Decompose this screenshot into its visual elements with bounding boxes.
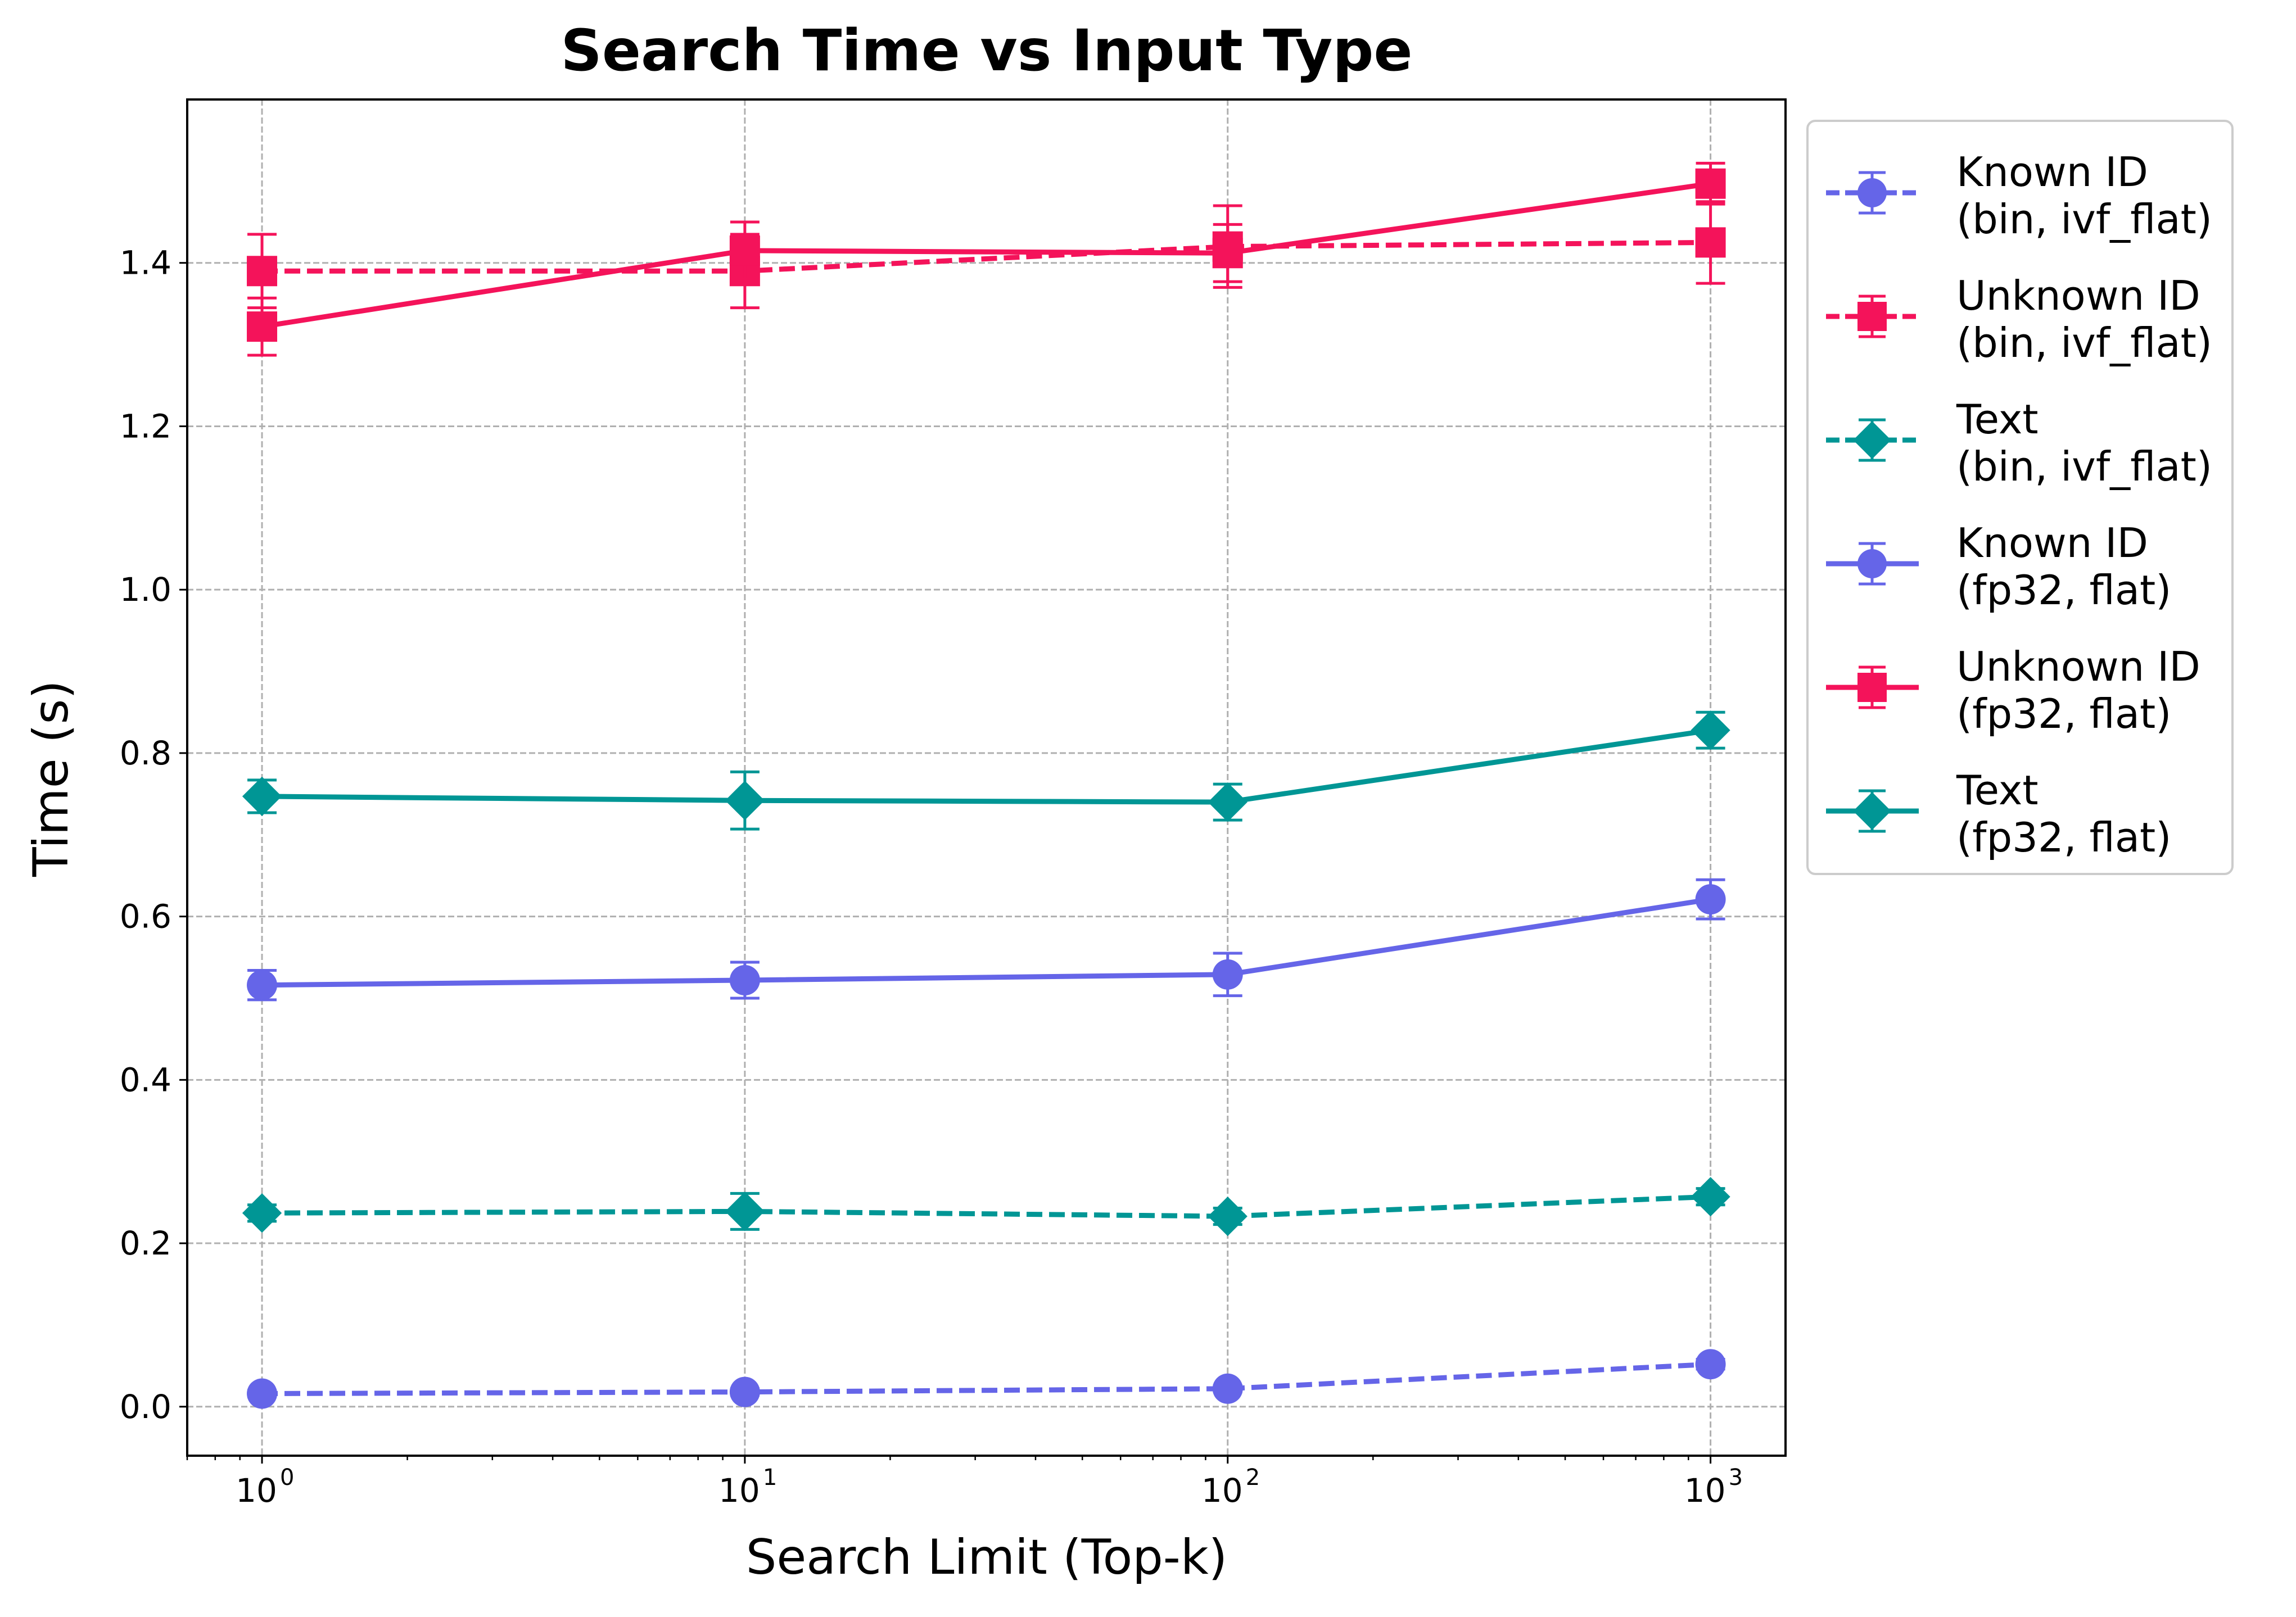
y-tick-label: 0.4 — [120, 1061, 171, 1099]
legend-label-line1: Unknown ID — [1956, 643, 2200, 690]
x-tick-exponent: 1 — [763, 1465, 777, 1491]
data-point-circle — [1212, 1373, 1243, 1404]
legend-label-line1: Text — [1956, 767, 2039, 814]
data-point-diamond — [1853, 792, 1891, 830]
legend: Known ID(bin, ivf_flat)Unknown ID(bin, i… — [1806, 120, 2234, 875]
data-point-diamond — [242, 776, 282, 817]
data-point-circle — [247, 1378, 278, 1409]
data-point-circle — [729, 1376, 760, 1407]
data-point-diamond — [725, 1192, 765, 1231]
series-group — [247, 161, 1726, 357]
y-tick-label: 1.2 — [120, 407, 171, 445]
data-point-square — [247, 256, 278, 287]
series-line — [262, 239, 1711, 274]
data-point-diamond — [1853, 421, 1891, 459]
legend-label-line2: (bin, ivf_flat) — [1956, 319, 2212, 366]
data-point-square — [1857, 302, 1887, 331]
series-line — [262, 1194, 1711, 1219]
legend-item: Text(fp32, flat) — [1826, 767, 2171, 861]
y-tick-label: 0.2 — [120, 1224, 171, 1262]
x-tick-label: 10 — [1684, 1471, 1726, 1510]
data-point-diamond — [1691, 710, 1730, 750]
series-group — [242, 710, 1730, 831]
series-line — [261, 181, 1711, 329]
legend-item: Text(bin, ivf_flat) — [1826, 396, 2212, 490]
y-tick-label: 1.0 — [120, 570, 171, 609]
data-point-square — [1695, 227, 1726, 258]
y-tick-label: 0.6 — [120, 898, 171, 936]
y-axis-label: Time (s) — [23, 680, 79, 877]
legend-label-line1: Known ID — [1956, 519, 2148, 567]
legend-item: Unknown ID(bin, ivf_flat) — [1826, 272, 2212, 366]
y-tick-label: 0.0 — [120, 1388, 171, 1426]
data-point-diamond — [1691, 1177, 1730, 1217]
x-tick-label: 10 — [1201, 1471, 1243, 1510]
series-group — [242, 1177, 1730, 1236]
legend-label-line2: (bin, ivf_flat) — [1956, 443, 2212, 490]
x-axis-label: Search Limit (Top-k) — [746, 1529, 1227, 1586]
series-line — [262, 1361, 1711, 1397]
data-point-square — [729, 235, 760, 266]
chart-title: Search Time vs Input Type — [561, 17, 1412, 84]
series-layer — [242, 161, 1730, 1409]
legend-label-line1: Known ID — [1956, 148, 2148, 196]
data-point-square — [1212, 238, 1243, 269]
plot-frame — [186, 98, 1787, 1457]
x-tick-exponent: 2 — [1246, 1465, 1260, 1491]
data-point-circle — [1857, 549, 1887, 578]
series-line — [261, 896, 1711, 988]
data-point-diamond — [1208, 1196, 1248, 1236]
x-tick-label: 10 — [718, 1471, 760, 1510]
legend-label-line2: (fp32, flat) — [1956, 567, 2171, 614]
data-point-square — [1695, 168, 1726, 199]
y-tick-label: 0.8 — [120, 734, 171, 772]
data-point-circle — [247, 970, 278, 1000]
data-point-square — [247, 311, 278, 342]
data-point-circle — [1695, 884, 1726, 915]
series-line — [261, 727, 1711, 805]
data-point-diamond — [242, 1193, 282, 1233]
data-point-diamond — [725, 781, 765, 821]
legend-item: Known ID(bin, ivf_flat) — [1826, 148, 2212, 243]
series-group — [247, 1349, 1726, 1409]
x-tick-label: 10 — [236, 1471, 277, 1510]
legend-item: Known ID(fp32, flat) — [1826, 519, 2171, 614]
legend-label-line2: (fp32, flat) — [1956, 690, 2171, 737]
legend-label-line1: Text — [1956, 396, 2039, 443]
data-point-circle — [1857, 178, 1887, 207]
legend-label-line2: (fp32, flat) — [1956, 814, 2171, 861]
legend-item: Unknown ID(fp32, flat) — [1826, 643, 2200, 737]
data-point-circle — [1695, 1349, 1726, 1380]
y-tick-label: 1.4 — [120, 244, 171, 282]
legend-label-line1: Unknown ID — [1956, 272, 2200, 319]
data-point-circle — [729, 964, 760, 995]
series-group — [247, 878, 1726, 1002]
data-point-diamond — [1208, 782, 1248, 822]
data-point-circle — [1212, 959, 1243, 990]
x-tick-exponent: 0 — [280, 1465, 294, 1491]
data-point-square — [1857, 673, 1887, 702]
x-tick-exponent: 3 — [1729, 1465, 1743, 1491]
axes-layer: 0.00.20.40.60.81.01.21.410 0 10 1 10 2 10 3 — [120, 244, 1743, 1510]
legend-label-line2: (bin, ivf_flat) — [1956, 196, 2212, 243]
